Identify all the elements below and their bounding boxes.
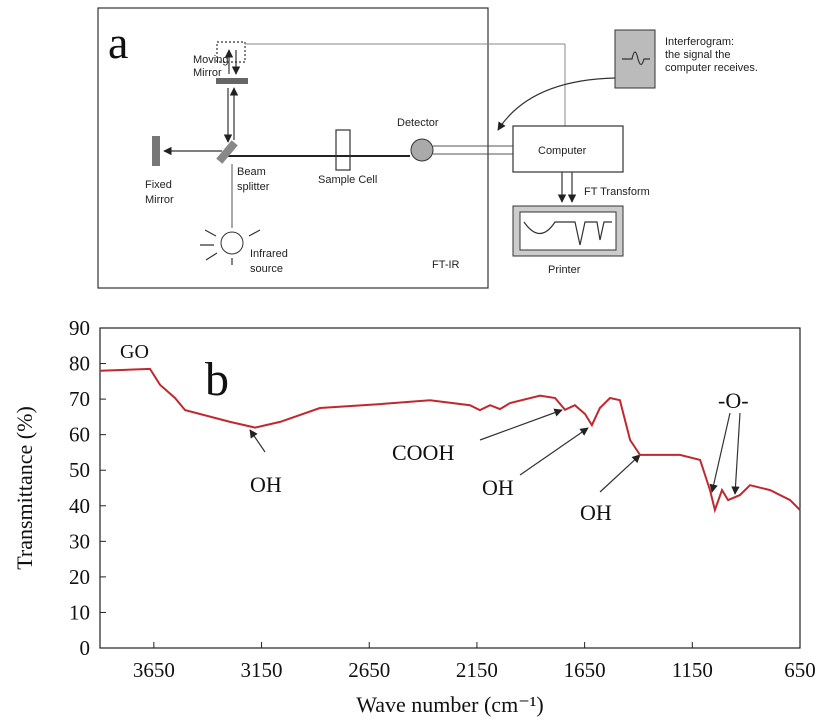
x-tick-label: 2150	[456, 658, 498, 682]
label: Computer	[538, 145, 587, 157]
y-tick-label: 10	[69, 600, 90, 624]
arrow	[249, 429, 266, 453]
label: Sample Cell	[318, 174, 377, 186]
mirror-slot	[216, 41, 246, 63]
computer-box	[512, 125, 624, 173]
rays	[200, 229, 261, 265]
y-tick-label: 60	[69, 423, 90, 447]
interferogram-wave	[622, 51, 650, 66]
annotation-arrows	[249, 408, 741, 495]
arrow	[479, 408, 563, 441]
panel-a: a Moving Mirror Fixed Mirror Beam splitter …	[97, 7, 758, 289]
spectrum	[523, 221, 612, 246]
label: Fixed Mirror	[145, 179, 174, 206]
annotation: OH	[482, 475, 514, 500]
label: Printer	[548, 264, 581, 276]
y-tick-label: 40	[69, 494, 90, 518]
arrow	[599, 454, 641, 493]
label: Detector	[397, 117, 439, 129]
ir-source	[220, 231, 244, 255]
label: Moving Mirror	[193, 54, 228, 79]
x-tick-label: 3650	[133, 658, 175, 682]
x-tick-label: 650	[784, 658, 816, 682]
panel-label: b	[205, 353, 229, 406]
y-tick-label: 70	[69, 387, 90, 411]
beam-splitter	[216, 140, 238, 164]
label: Infrared source	[250, 248, 288, 275]
moving-mirror	[216, 78, 248, 84]
annotation: OH	[250, 472, 282, 497]
y-tick-label: 30	[69, 529, 90, 553]
printer-paper	[519, 211, 617, 251]
arrow	[709, 412, 731, 493]
plot-frame	[99, 327, 801, 649]
x-axis-label: Wave number (cm⁻¹)	[356, 692, 543, 717]
annotation: OH	[580, 500, 612, 525]
label: Interferogram: the signal the computer rec…	[665, 36, 758, 74]
label: FT-IR	[432, 259, 460, 271]
annotation: COOH	[392, 440, 454, 465]
y-tick-label: 50	[69, 458, 90, 482]
y-tick-label: 90	[69, 316, 90, 340]
fixed-mirror	[152, 136, 160, 166]
x-tick-label: 1650	[564, 658, 606, 682]
y-axis-label: Transmittance (%)	[12, 406, 37, 570]
arrow	[731, 412, 741, 495]
arrow	[519, 427, 589, 476]
arrow	[497, 77, 616, 131]
panel-label: a	[108, 17, 128, 68]
x-tick-label: 3150	[241, 658, 283, 682]
x-tick-label: 1150	[672, 658, 713, 682]
label: Beam splitter	[237, 166, 270, 193]
label: FT Transform	[584, 186, 650, 198]
ftir-frame	[97, 7, 489, 289]
annotation: -O-	[718, 388, 749, 413]
y-tick-label: 20	[69, 565, 90, 589]
y-tick-label: 0	[80, 636, 91, 660]
annotation: GO	[120, 341, 149, 363]
x-tick-label: 2650	[348, 658, 390, 682]
detector	[410, 138, 434, 162]
y-tick-label: 80	[69, 352, 90, 376]
sample-cell	[335, 129, 351, 171]
spectrum-line	[99, 367, 801, 514]
